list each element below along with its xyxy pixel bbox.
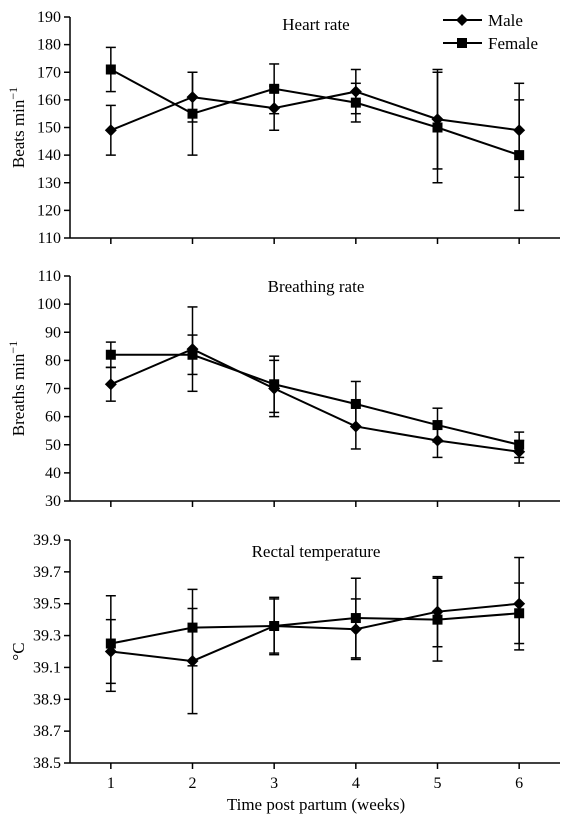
- y-tick-label: 50: [45, 437, 61, 454]
- y-tick-label: 140: [37, 147, 61, 164]
- data-point-male: [104, 378, 117, 391]
- legend-female-label: Female: [488, 34, 538, 53]
- y-axis-title: Beats min−1: [6, 87, 28, 168]
- series-line-female: [110, 68, 520, 157]
- y-tick-label: 110: [38, 268, 61, 285]
- data-point-female: [432, 122, 443, 133]
- data-point-female: [269, 621, 280, 632]
- data-point-female: [269, 83, 280, 94]
- y-tick-label: 100: [37, 296, 61, 313]
- y-axis-title-superscript: −1: [6, 87, 20, 100]
- y-tick-label: 39.9: [33, 532, 61, 549]
- legend-female-marker: [457, 38, 467, 48]
- data-point-female: [514, 150, 525, 161]
- y-axis-title: °C: [9, 642, 28, 660]
- data-point-female: [514, 439, 525, 450]
- x-tick-label: 6: [515, 775, 523, 792]
- y-tick-label: 160: [37, 92, 61, 109]
- y-tick-label: 40: [45, 465, 61, 482]
- y-tick-label: 38.7: [33, 723, 61, 740]
- y-axis-title-superscript: −1: [6, 341, 20, 354]
- series-line-male: [110, 90, 520, 132]
- data-point-female: [187, 108, 198, 119]
- y-tick-label: 170: [37, 64, 61, 81]
- y-axis-title: Breaths min−1: [6, 341, 28, 436]
- legend-male-label: Male: [488, 11, 523, 30]
- series-male: [104, 306, 526, 464]
- panel-3: 38.5 38.7 38.9 39.1 39.3 39.5 39.7 39.9 1 2 3 4 5 6 Re…: [9, 532, 560, 792]
- y-tick-label: 38.9: [33, 691, 61, 708]
- x-tick-label: 1: [107, 775, 115, 792]
- x-axis-title: Time post partum (weeks): [227, 795, 405, 814]
- y-tick-label: 190: [37, 9, 61, 26]
- series-female: [105, 334, 525, 459]
- data-point-female: [350, 398, 361, 409]
- x-tick-label: 4: [352, 775, 360, 792]
- data-point-female: [105, 638, 116, 649]
- y-tick-label: 39.5: [33, 596, 61, 613]
- panel-1: 110 120 130 140 150 160 170 180 190 Heart rate Bea…: [6, 9, 560, 247]
- legend-male-marker: [456, 14, 468, 26]
- series-line-female: [110, 353, 520, 446]
- series-male: [104, 68, 526, 178]
- y-tick-label: 39.1: [33, 659, 61, 676]
- panel-title: Breathing rate: [268, 277, 365, 296]
- series-female: [105, 577, 525, 693]
- data-point-female: [269, 379, 280, 390]
- x-tick-label: 5: [434, 775, 442, 792]
- series-male: [104, 556, 526, 715]
- data-point-female: [432, 614, 443, 625]
- panel-2: 30 40 50 60 70 80 90 100 110 Breathing rate Breath…: [6, 268, 560, 510]
- series-line-female: [110, 612, 520, 645]
- y-tick-label: 39.3: [33, 628, 61, 645]
- panel-title: Rectal temperature: [252, 542, 381, 561]
- data-point-female: [350, 613, 361, 624]
- data-point-female: [350, 97, 361, 108]
- series-line-male: [110, 602, 520, 663]
- series-line-male: [110, 348, 520, 453]
- y-tick-label: 60: [45, 409, 61, 426]
- y-tick-label: 90: [45, 324, 61, 341]
- y-tick-label: 110: [38, 230, 61, 247]
- data-point-female: [105, 349, 116, 360]
- y-tick-label: 130: [37, 175, 61, 192]
- y-tick-label: 150: [37, 120, 61, 137]
- y-tick-label: 30: [45, 493, 61, 510]
- data-point-male: [104, 124, 117, 137]
- data-point-female: [432, 420, 443, 431]
- panel-title: Heart rate: [282, 15, 349, 34]
- data-point-female: [187, 622, 198, 633]
- y-tick-label: 120: [37, 202, 61, 219]
- legend-entry-male: Male: [443, 11, 523, 30]
- y-tick-label: 80: [45, 352, 61, 369]
- data-point-female: [105, 64, 116, 75]
- x-tick-label: 3: [270, 775, 278, 792]
- y-tick-label: 70: [45, 381, 61, 398]
- series-female: [105, 46, 525, 212]
- data-point-female: [514, 608, 525, 619]
- y-tick-label: 180: [37, 37, 61, 54]
- y-tick-label: 38.5: [33, 755, 61, 772]
- data-point-female: [187, 349, 198, 360]
- y-tick-label: 39.7: [33, 564, 61, 581]
- legend-entry-female: Female: [443, 34, 538, 53]
- legend: Male Female: [443, 11, 538, 53]
- x-tick-label: 2: [189, 775, 197, 792]
